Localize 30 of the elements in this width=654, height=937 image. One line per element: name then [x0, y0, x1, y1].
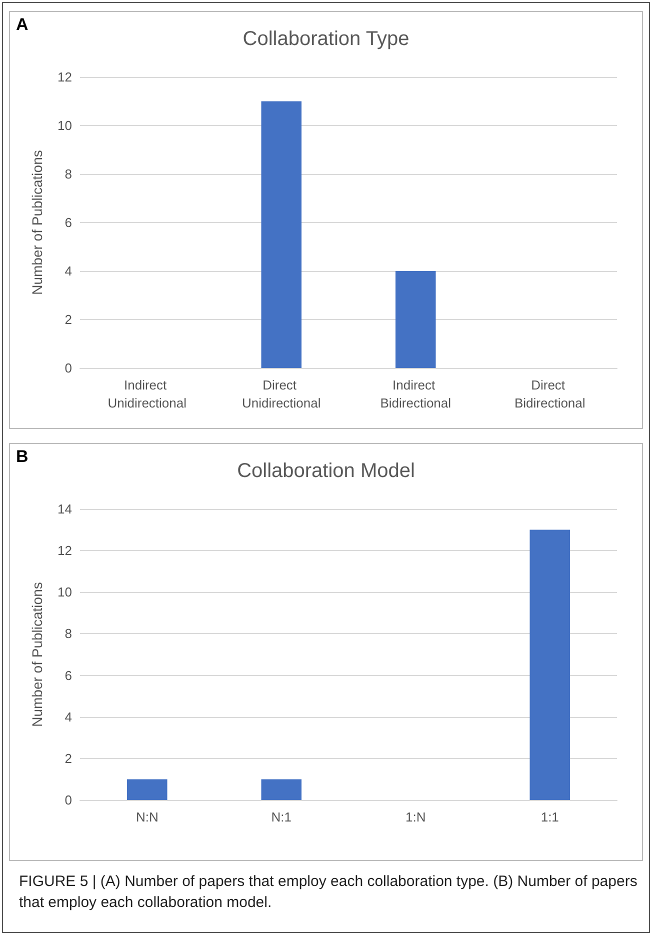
x-tick-label: Indirect Unidirectional: [108, 378, 187, 410]
y-tick-label: 4: [64, 264, 72, 278]
y-tick-label: 12: [58, 543, 72, 558]
y-tick-label: 6: [64, 668, 72, 683]
x-tick-label: N:N: [136, 810, 158, 824]
y-tick-label: 12: [58, 70, 72, 84]
x-tick-label: Indirect Bidirectional: [380, 378, 452, 410]
y-axis-title: Number of Publications: [29, 150, 45, 295]
x-tick-label: 1:1: [540, 810, 559, 824]
x-tick-label: Direct Bidirectional: [514, 378, 586, 410]
y-tick-label: 2: [64, 312, 72, 327]
y-tick-label: 8: [64, 166, 72, 182]
y-axis-title: Number of Publications: [29, 582, 45, 727]
x-tick-label: N:1: [271, 810, 292, 824]
text: B: [16, 447, 28, 466]
y-tick-label: 8: [64, 626, 72, 642]
x-tick-label: 1:N: [406, 810, 426, 824]
y-tick-label: 10: [58, 584, 72, 600]
y-tick-label: 10: [58, 118, 72, 133]
x-tick-label: Direct Unidirectional: [242, 378, 321, 410]
caption: FIGURE 5 | (A) Number of papers that employ each collaboration type. (B) Number of papers that employ each collaboration model.: [19, 872, 638, 913]
y-tick-label: 4: [64, 709, 72, 724]
chart-title: Collaboration Type: [242, 28, 410, 50]
y-tick-label: 2: [64, 750, 72, 766]
text: A: [16, 15, 28, 34]
y-tick-label: 0: [64, 360, 72, 376]
y-tick-label: 0: [64, 792, 72, 808]
chart-title: Collaboration Model: [237, 460, 415, 482]
y-tick-label: 6: [64, 215, 72, 230]
y-tick-label: 14: [58, 502, 72, 516]
